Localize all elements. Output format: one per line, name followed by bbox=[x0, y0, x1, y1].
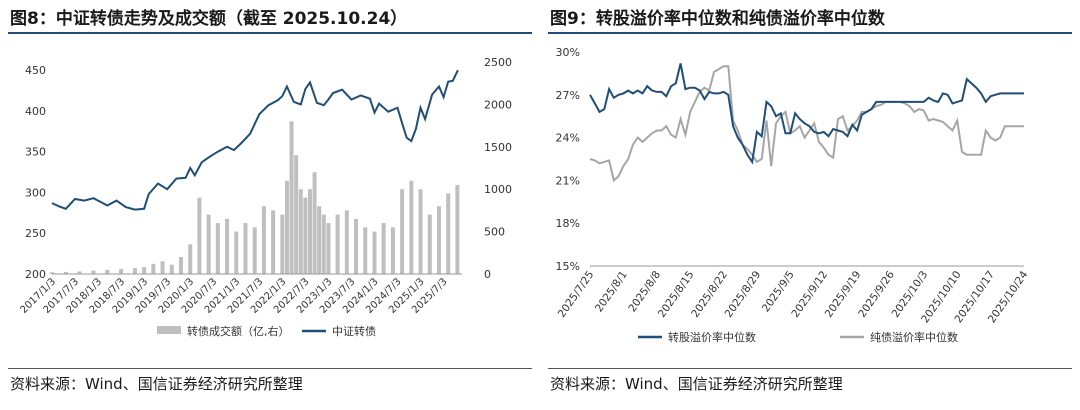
turnover-bar bbox=[335, 214, 340, 274]
right-title-rule bbox=[548, 32, 1072, 34]
right-figure-title: 图9：转股溢价率中位数和纯债溢价率中位数 bbox=[550, 9, 885, 29]
turnover-bar bbox=[317, 206, 322, 274]
turnover-bar bbox=[455, 184, 460, 274]
turnover-bar bbox=[409, 180, 414, 274]
turnover-bar bbox=[363, 227, 368, 274]
series-line-bond-premium bbox=[589, 65, 1024, 183]
turnover-bar bbox=[372, 231, 377, 274]
turnover-bar bbox=[321, 214, 326, 274]
turnover-bar bbox=[206, 214, 211, 274]
turnover-bar bbox=[284, 180, 289, 274]
turnover-bar bbox=[289, 121, 294, 274]
legend-label-conversion-premium: 转股溢价率中位数 bbox=[668, 330, 756, 344]
turnover-bar bbox=[381, 223, 386, 274]
left-source-note: 资料来源：Wind、国信证券经济研究所整理 bbox=[10, 375, 303, 393]
y-right-tick-label: 0 bbox=[484, 268, 491, 281]
turnover-bar bbox=[280, 214, 285, 274]
x-tick-label: 2025/8/1 bbox=[593, 269, 630, 315]
turnover-bar bbox=[243, 223, 248, 274]
y-right-tick-label: 2500 bbox=[484, 56, 512, 69]
turnover-bar bbox=[418, 189, 423, 274]
turnover-bar bbox=[303, 197, 308, 274]
turnover-bar bbox=[188, 244, 193, 274]
left-title-rule bbox=[8, 32, 532, 34]
y-left-tick-label: 450 bbox=[25, 64, 46, 77]
left-bottom-rule bbox=[8, 368, 532, 369]
turnover-bar bbox=[77, 271, 82, 274]
turnover-bar bbox=[390, 227, 395, 274]
turnover-bar bbox=[63, 271, 68, 274]
turnover-bar bbox=[344, 210, 349, 274]
legend-label-turnover: 转债成交额（亿,右） bbox=[187, 324, 290, 338]
turnover-bar bbox=[326, 223, 331, 274]
turnover-bar bbox=[197, 197, 202, 274]
y-right-tick-label: 1500 bbox=[484, 141, 512, 154]
right-source-note: 资料来源：Wind、国信证券经济研究所整理 bbox=[550, 375, 843, 393]
turnover-bar bbox=[298, 189, 303, 274]
x-tick-label: 2025/7/25 bbox=[556, 269, 597, 320]
turnover-bar bbox=[312, 172, 317, 274]
turnover-bar bbox=[294, 155, 299, 274]
turnover-bar bbox=[261, 206, 266, 274]
turnover-bar bbox=[436, 206, 441, 274]
turnover-bar bbox=[132, 268, 137, 274]
turnover-bar bbox=[400, 189, 405, 274]
legend-swatch-turnover bbox=[157, 326, 181, 334]
turnover-bar bbox=[252, 227, 257, 274]
y-left-tick-label: 350 bbox=[25, 146, 46, 159]
turnover-bar bbox=[354, 218, 359, 274]
right-figure-panel: 图9：转股溢价率中位数和纯债溢价率中位数 15% 18% 21% 24% 27% 30% 2… bbox=[540, 0, 1080, 410]
turnover-bar bbox=[105, 269, 110, 274]
turnover-bar bbox=[178, 257, 183, 274]
y-left-tick-label: 200 bbox=[25, 268, 46, 281]
premium-rate-chart: 15%18%21%24%27%30%2025/7/252025/8/12025/… bbox=[556, 46, 1031, 344]
bond-index-chart: 2002503003504004500500100015002000250020… bbox=[19, 56, 512, 338]
x-tick-label: 2025/8/8 bbox=[626, 269, 663, 315]
turnover-bar bbox=[50, 272, 54, 274]
turnover-bar bbox=[169, 264, 174, 274]
series-line-conversion-premium bbox=[589, 63, 1024, 165]
y-tick-label: 15% bbox=[556, 260, 580, 273]
turnover-bar bbox=[446, 193, 451, 274]
legend-label-index: 中证转债 bbox=[332, 324, 376, 338]
turnover-bar bbox=[307, 189, 312, 274]
turnover-bar bbox=[271, 210, 276, 274]
y-right-tick-label: 2000 bbox=[484, 98, 512, 111]
turnover-bar bbox=[119, 268, 124, 274]
y-left-tick-label: 300 bbox=[25, 186, 46, 199]
turnover-bar bbox=[234, 231, 239, 274]
y-tick-label: 30% bbox=[556, 46, 580, 59]
turnover-bar bbox=[215, 223, 220, 274]
turnover-bar bbox=[225, 218, 230, 274]
y-tick-label: 21% bbox=[556, 174, 580, 187]
y-right-tick-label: 500 bbox=[484, 226, 505, 239]
series-line-csi-convertible-index bbox=[51, 69, 459, 211]
y-left-tick-label: 250 bbox=[25, 227, 46, 240]
turnover-bar bbox=[142, 267, 147, 274]
x-tick-label: 2025/9/5 bbox=[760, 269, 797, 315]
turnover-bar bbox=[427, 214, 432, 274]
y-tick-label: 27% bbox=[556, 89, 580, 102]
legend-label-bond-premium: 纯债溢价率中位数 bbox=[870, 330, 958, 344]
y-tick-label: 18% bbox=[556, 217, 580, 230]
right-bottom-rule bbox=[548, 368, 1072, 369]
left-figure-panel: 图8：中证转债走势及成交额（截至 2025.10.24） 200 250 300 35… bbox=[8, 9, 532, 393]
turnover-bar bbox=[160, 261, 165, 274]
left-figure-title: 图8：中证转债走势及成交额（截至 2025.10.24） bbox=[10, 9, 408, 29]
turnover-bar bbox=[151, 263, 156, 274]
turnover-bar bbox=[91, 270, 96, 274]
y-left-tick-label: 400 bbox=[25, 105, 46, 118]
y-right-tick-label: 1000 bbox=[484, 183, 512, 196]
y-tick-label: 24% bbox=[556, 132, 580, 145]
